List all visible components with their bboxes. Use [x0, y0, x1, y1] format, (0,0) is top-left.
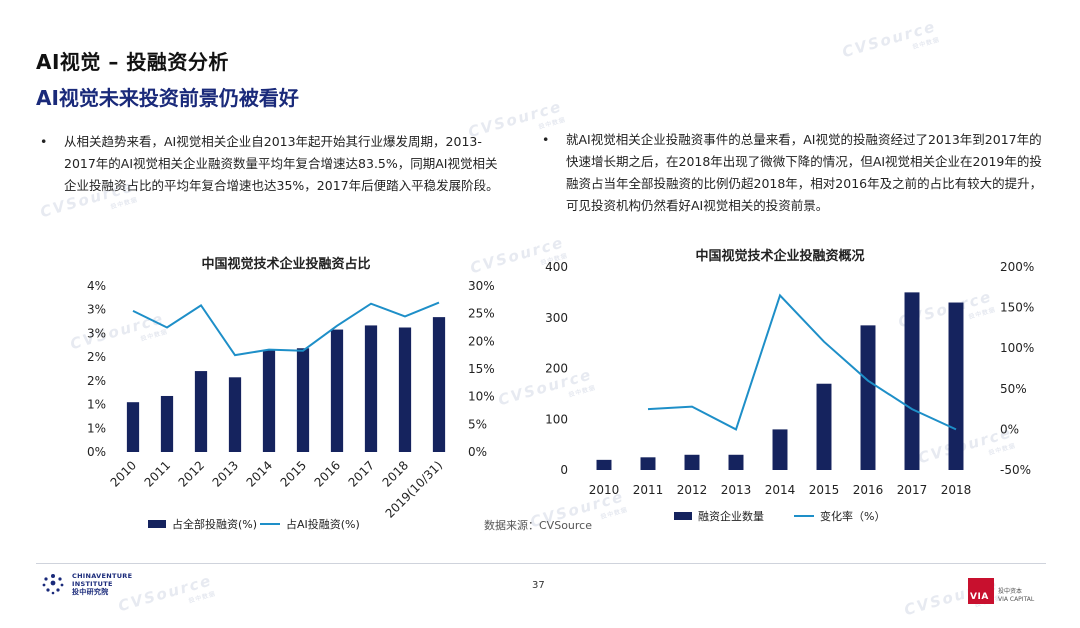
- page-number: 37: [532, 580, 545, 591]
- data-source: 数据来源：CVSource: [484, 517, 592, 533]
- x-axis-tick: 2018: [941, 483, 972, 497]
- x-axis-tick: 2014: [765, 483, 796, 497]
- x-axis-tick: 2013: [721, 483, 752, 497]
- via-sub-en: VIA CAPITAL: [998, 596, 1034, 604]
- page-title: AI视觉 – 投融资分析: [36, 46, 229, 75]
- right-axis-tick: 5%: [468, 417, 487, 431]
- bar: [729, 455, 744, 470]
- left-axis-tick: 2%: [87, 350, 106, 364]
- right-axis-tick: 10%: [468, 390, 495, 404]
- left-axis-tick: 3%: [87, 303, 106, 317]
- bar: [365, 325, 377, 452]
- left-axis-tick: 100: [545, 412, 568, 426]
- right-axis-tick: 50%: [1000, 382, 1027, 396]
- chart-investment-share: 中国视觉技术企业投融资占比 0% 1% 1% 2% 2% 3% 3% 4% 0% 5% 10% 15% 2…: [56, 244, 526, 540]
- left-axis-tick: 0%: [87, 445, 106, 459]
- left-axis-tick: 400: [545, 260, 568, 274]
- right-axis-tick: 150%: [1000, 301, 1034, 315]
- x-axis-tick: 2012: [677, 483, 708, 497]
- left-axis-tick: 200: [545, 362, 568, 376]
- via-capital-logo: VIA 投中资本 VIA CAPITAL: [968, 578, 1034, 604]
- right-axis-tick: -50%: [1000, 463, 1031, 477]
- bar: [949, 303, 964, 470]
- left-axis-tick: 3%: [87, 326, 106, 340]
- left-axis-tick: 2%: [87, 374, 106, 388]
- bar: [195, 371, 207, 452]
- chinaventure-logo-icon: [40, 571, 66, 597]
- bullet-left: • 从相关趋势来看，AI视觉相关企业自2013年起开始其行业爆发周期，2013-…: [64, 131, 504, 197]
- right-axis-tick: 100%: [1000, 341, 1034, 355]
- bar: [817, 384, 832, 470]
- right-axis-tick: 0%: [468, 445, 487, 459]
- bullet-left-text: 从相关趋势来看，AI视觉相关企业自2013年起开始其行业爆发周期，2013-20…: [64, 134, 499, 193]
- logo-line-1: CHINAVENTURE: [72, 572, 132, 580]
- bar: [905, 292, 920, 470]
- x-axis-tick: 2013: [210, 458, 241, 489]
- legend-swatch-bar: [674, 512, 692, 520]
- left-axis-tick: 300: [545, 311, 568, 325]
- x-axis-tick: 2015: [809, 483, 840, 497]
- x-axis-tick: 2011: [633, 483, 664, 497]
- bar: [597, 460, 612, 470]
- bar: [263, 350, 275, 452]
- legend-label-line: 占AI投融资(%): [286, 517, 360, 531]
- right-axis-tick: 25%: [468, 307, 495, 321]
- right-axis-tick: 20%: [468, 334, 495, 348]
- bar: [433, 317, 445, 452]
- right-axis-tick: 15%: [468, 362, 495, 376]
- bar: [399, 328, 411, 453]
- series-line: [133, 303, 439, 356]
- chart-title: 中国视觉技术企业投融资概况: [695, 248, 864, 264]
- bullet-marker: •: [542, 129, 549, 151]
- bar: [297, 348, 309, 452]
- bar: [331, 330, 343, 452]
- chart-investment-overview: 中国视觉技术企业投融资概况 0 100 200 300 400 -50% 0% 50% 100% 1…: [532, 238, 1052, 538]
- left-axis-tick: 0: [560, 463, 568, 477]
- x-axis-tick: 2011: [142, 458, 173, 489]
- x-axis-tick: 2010: [589, 483, 620, 497]
- legend-label-line: 变化率（%）: [820, 509, 885, 523]
- via-mark: VIA: [968, 578, 994, 604]
- x-axis-tick: 2012: [176, 458, 207, 489]
- bar: [161, 396, 173, 452]
- right-axis-tick: 30%: [468, 279, 495, 293]
- footer-divider: [36, 563, 1046, 564]
- left-axis-tick: 1%: [87, 398, 106, 412]
- x-axis-tick: 2014: [244, 458, 275, 489]
- legend-label-bar: 占全部投融资(%): [172, 517, 257, 531]
- left-axis-tick: 1%: [87, 421, 106, 435]
- bullet-right: • 就AI视觉相关企业投融资事件的总量来看，AI视觉的投融资经过了2013年到2…: [566, 129, 1046, 217]
- left-axis-tick: 4%: [87, 279, 106, 293]
- x-axis-tick: 2017: [346, 458, 377, 489]
- logo-line-cn: 投中研究院: [72, 588, 132, 596]
- x-axis-tick: 2018: [380, 458, 411, 489]
- bar: [229, 377, 241, 452]
- bar: [685, 455, 700, 470]
- logo-line-2: INSTITUTE: [72, 580, 132, 588]
- legend-label-bar: 融资企业数量: [698, 509, 764, 523]
- bar: [127, 402, 139, 452]
- right-axis-tick: 0%: [1000, 422, 1019, 436]
- bar: [773, 429, 788, 470]
- x-axis-tick: 2015: [278, 458, 309, 489]
- x-axis-tick: 2017: [897, 483, 928, 497]
- bar: [641, 457, 656, 470]
- x-axis-tick: 2016: [853, 483, 884, 497]
- bullet-marker: •: [40, 131, 47, 153]
- legend-swatch-bar: [148, 520, 166, 528]
- bullet-right-text: 就AI视觉相关企业投融资事件的总量来看，AI视觉的投融资经过了2013年到201…: [566, 132, 1042, 213]
- chart-title: 中国视觉技术企业投融资占比: [201, 256, 370, 272]
- via-sub-cn: 投中资本: [998, 588, 1034, 596]
- bar: [861, 325, 876, 470]
- page-subtitle: AI视觉未来投资前景仍被看好: [36, 82, 299, 111]
- right-axis-tick: 200%: [1000, 260, 1034, 274]
- x-axis-tick: 2010: [108, 458, 139, 489]
- chinaventure-logo: CHINAVENTURE INSTITUTE 投中研究院: [40, 571, 132, 597]
- x-axis-tick: 2016: [312, 458, 343, 489]
